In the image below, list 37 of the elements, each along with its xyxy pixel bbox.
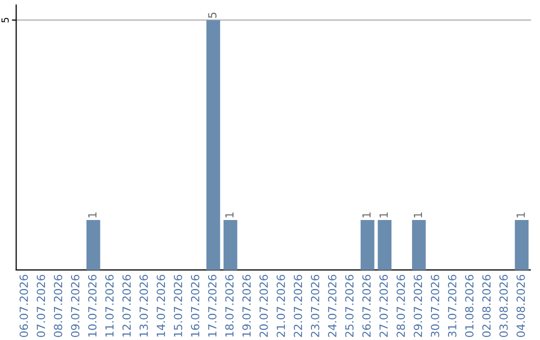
x-tick-label: 29.07.2026 [414, 274, 422, 337]
x-tick-label: 20.07.2026 [259, 274, 268, 337]
x-tick-label: 17.07.2026 [208, 274, 216, 337]
x-tick-label: 14.07.2026 [156, 274, 166, 337]
x-tick-label: 28.07.2026 [396, 274, 405, 337]
x-tick-label: 31.07.2026 [448, 274, 456, 337]
x-tick-label: 23.07.2026 [310, 274, 320, 337]
data-label: 5 [208, 12, 216, 18]
x-tick-label: 12.07.2026 [122, 274, 131, 337]
x-tick-label: 08.07.2026 [54, 274, 62, 338]
x-tick-label: 30.07.2026 [430, 274, 440, 337]
x-tick-label: 22.07.2026 [294, 274, 302, 337]
data-label: 1 [88, 212, 96, 218]
x-tick-label: 24.07.2026 [328, 274, 336, 337]
data-label: 1 [225, 212, 234, 218]
x-tick-label: 16.07.2026 [190, 274, 200, 337]
x-tick-label: 02.08.2026 [482, 274, 491, 338]
data-label: 1 [414, 212, 422, 218]
x-tick-label: 21.07.2026 [276, 274, 286, 337]
x-tick-label: 26.07.2026 [362, 274, 371, 337]
x-tick-label: 18.07.2026 [225, 274, 234, 337]
x-tick-label: 25.07.2026 [345, 274, 354, 337]
x-tick-label: 27.07.2026 [379, 274, 388, 337]
x-tick-label: 13.07.2026 [140, 274, 148, 337]
data-label: 1 [380, 212, 388, 218]
x-tick-label: 01.08.2026 [465, 274, 474, 338]
x-tick-label: 04.08.2026 [516, 274, 525, 338]
x-tick-label: 15.07.2026 [174, 274, 182, 337]
data-label: 1 [516, 212, 525, 218]
x-tick-label: 09.07.2026 [70, 274, 80, 338]
x-tick-label: 11.07.2026 [105, 274, 114, 337]
x-tick-label: 03.08.2026 [499, 274, 508, 338]
x-tick-label: 06.07.2026 [20, 274, 28, 338]
x-tick-label: 10.07.2026 [88, 274, 97, 337]
data-label: 1 [362, 212, 371, 218]
x-tick-label: 07.07.2026 [36, 274, 46, 338]
x-tick-label: 19.07.2026 [242, 274, 251, 337]
